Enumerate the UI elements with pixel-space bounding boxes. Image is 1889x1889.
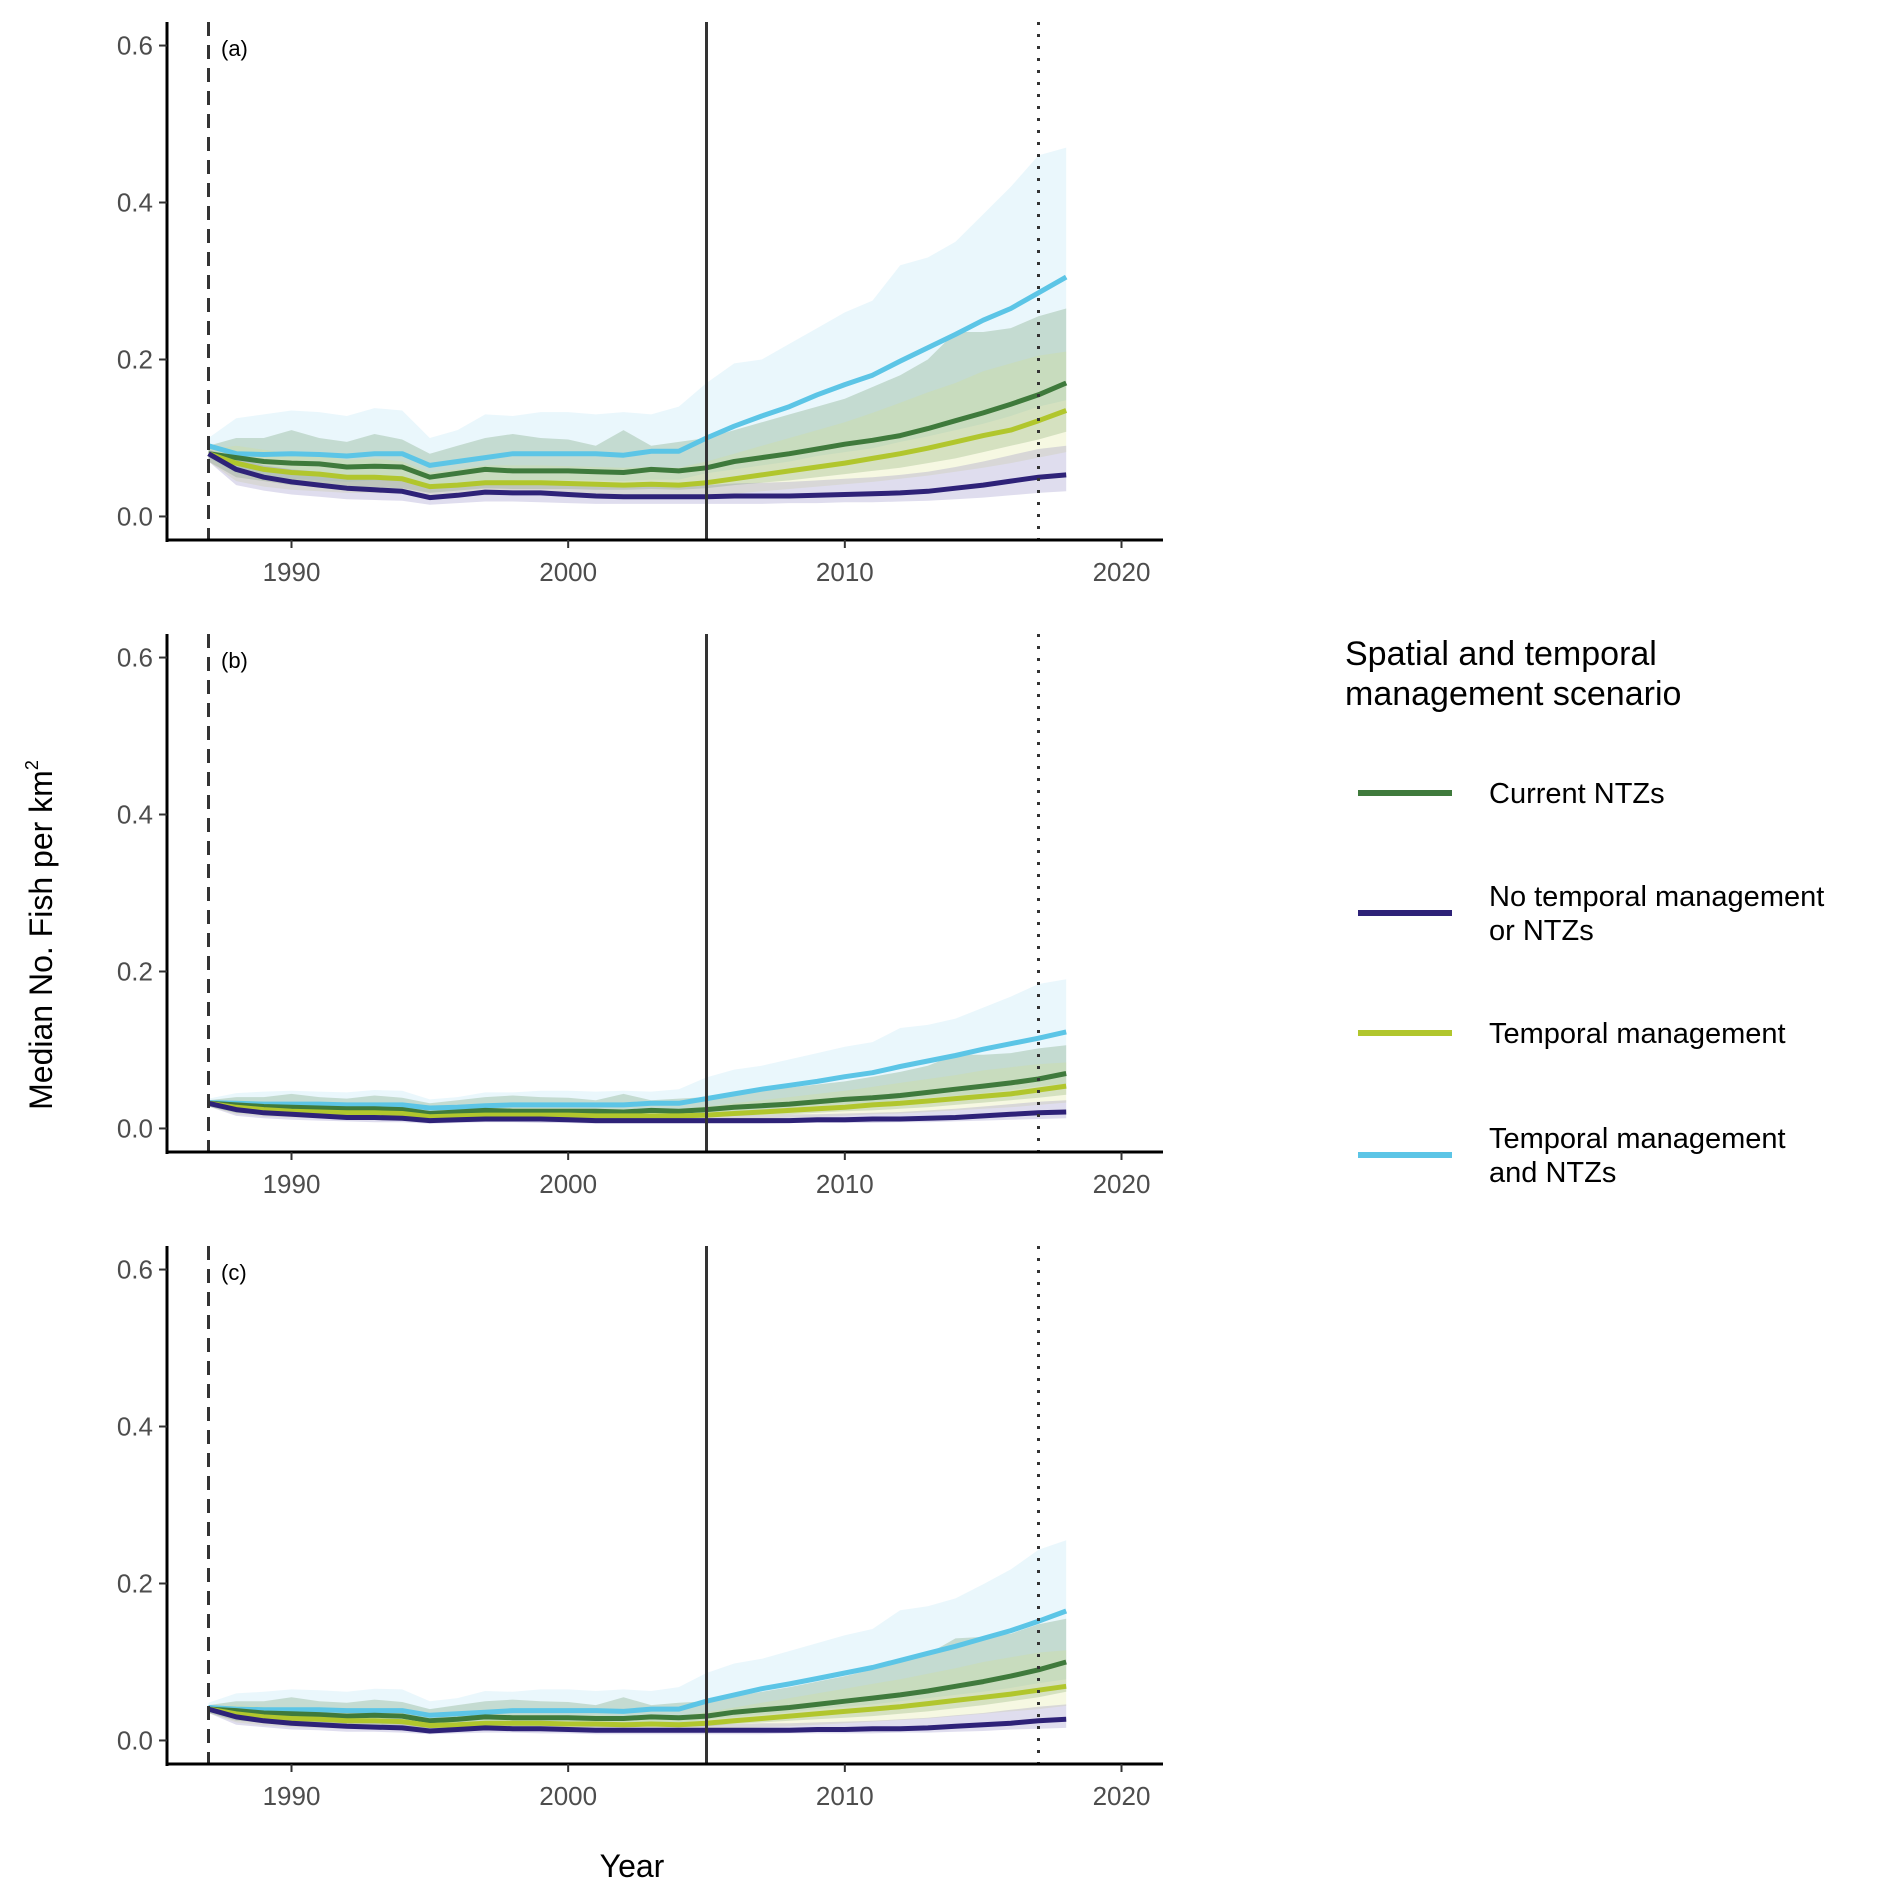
x-tick-label: 2000 bbox=[539, 557, 597, 587]
legend-label: Temporal management bbox=[1489, 1018, 1786, 1050]
x-tick-label: 2010 bbox=[816, 1781, 874, 1811]
line-temporal bbox=[207, 408, 1068, 490]
y-tick-label: 0.0 bbox=[117, 1725, 153, 1755]
panel-tag: (a) bbox=[221, 36, 248, 61]
line-none bbox=[207, 1706, 1067, 1734]
panel-a: 0.0 0.2 0.4 0.6 1990 2000 2010 2020 (a) bbox=[117, 22, 1163, 587]
legend-label: Current NTZs bbox=[1489, 778, 1665, 810]
y-tick-label: 0.0 bbox=[117, 1113, 153, 1143]
x-tick-label: 2010 bbox=[816, 557, 874, 587]
line-current bbox=[208, 1071, 1067, 1116]
line-temporal bbox=[208, 1683, 1067, 1728]
line-temporal_ntz bbox=[208, 1029, 1067, 1111]
y-axis-title-superscript: 2 bbox=[22, 760, 42, 770]
line-temporal bbox=[208, 1083, 1067, 1120]
ribbon-temporal_ntz bbox=[208, 147, 1067, 489]
x-tick-label: 1990 bbox=[263, 1781, 321, 1811]
line-current bbox=[208, 380, 1068, 480]
ribbon-current bbox=[208, 308, 1067, 493]
x-tick-label: 2000 bbox=[539, 1169, 597, 1199]
legend-item-temporal: Temporal management bbox=[1358, 1018, 1786, 1050]
ribbon-temporal_ntz bbox=[208, 1540, 1067, 1727]
y-axis-title-text: Median No. Fish per km bbox=[23, 770, 59, 1110]
y-tick-label: 0.2 bbox=[117, 1568, 153, 1598]
legend-title: Spatial and temporal management scenario bbox=[1345, 635, 1681, 713]
y-tick-label: 0.4 bbox=[117, 188, 153, 218]
panel-c: 0.0 0.2 0.4 0.6 1990 2000 2010 2020 (c) bbox=[117, 1246, 1163, 1811]
y-axis-title: Median No. Fish per km2 bbox=[22, 760, 59, 1110]
legend-label: or NTZs bbox=[1489, 915, 1594, 947]
ribbon-temporal_ntz bbox=[208, 979, 1067, 1119]
line-none bbox=[207, 451, 1067, 501]
y-tick-label: 0.6 bbox=[117, 1255, 153, 1285]
legend-title-line: management scenario bbox=[1345, 675, 1681, 713]
legend-item-current: Current NTZs bbox=[1358, 778, 1665, 810]
panel-tag: (b) bbox=[221, 648, 248, 673]
legend-label: No temporal management bbox=[1489, 881, 1824, 913]
line-none bbox=[207, 1100, 1067, 1124]
panel-tag: (c) bbox=[221, 1260, 247, 1285]
panels-group: 0.0 0.2 0.4 0.6 1990 2000 2010 2020 (a) 0.0 0.2 0.4… bbox=[117, 22, 1163, 1811]
panel-b: 0.0 0.2 0.4 0.6 1990 2000 2010 2020 (b) bbox=[117, 634, 1163, 1199]
y-tick-label: 0.6 bbox=[117, 643, 153, 673]
y-tick-label: 0.6 bbox=[117, 31, 153, 61]
y-tick-label: 0.4 bbox=[117, 1412, 153, 1442]
line-current bbox=[208, 1659, 1067, 1724]
line-temporal_ntz bbox=[208, 1608, 1068, 1718]
x-tick-label: 2020 bbox=[1093, 1781, 1151, 1811]
legend-title-line: Spatial and temporal bbox=[1345, 635, 1657, 673]
legend-label: Temporal management bbox=[1489, 1123, 1786, 1155]
y-tick-label: 0.2 bbox=[117, 344, 153, 374]
legend-label: and NTZs bbox=[1489, 1157, 1616, 1189]
y-tick-label: 0.0 bbox=[117, 501, 153, 531]
ribbon-none bbox=[208, 445, 1067, 505]
x-tick-label: 1990 bbox=[263, 557, 321, 587]
legend: Spatial and temporal management scenario … bbox=[1345, 635, 1824, 1189]
y-tick-label: 0.4 bbox=[117, 800, 153, 830]
x-tick-label: 2000 bbox=[539, 1781, 597, 1811]
x-axis-title: Year bbox=[600, 1848, 665, 1884]
x-tick-label: 2020 bbox=[1093, 557, 1151, 587]
x-tick-label: 2010 bbox=[816, 1169, 874, 1199]
x-tick-label: 2020 bbox=[1093, 1169, 1151, 1199]
line-temporal_ntz bbox=[207, 274, 1068, 468]
x-tick-label: 1990 bbox=[263, 1169, 321, 1199]
y-tick-label: 0.2 bbox=[117, 956, 153, 986]
